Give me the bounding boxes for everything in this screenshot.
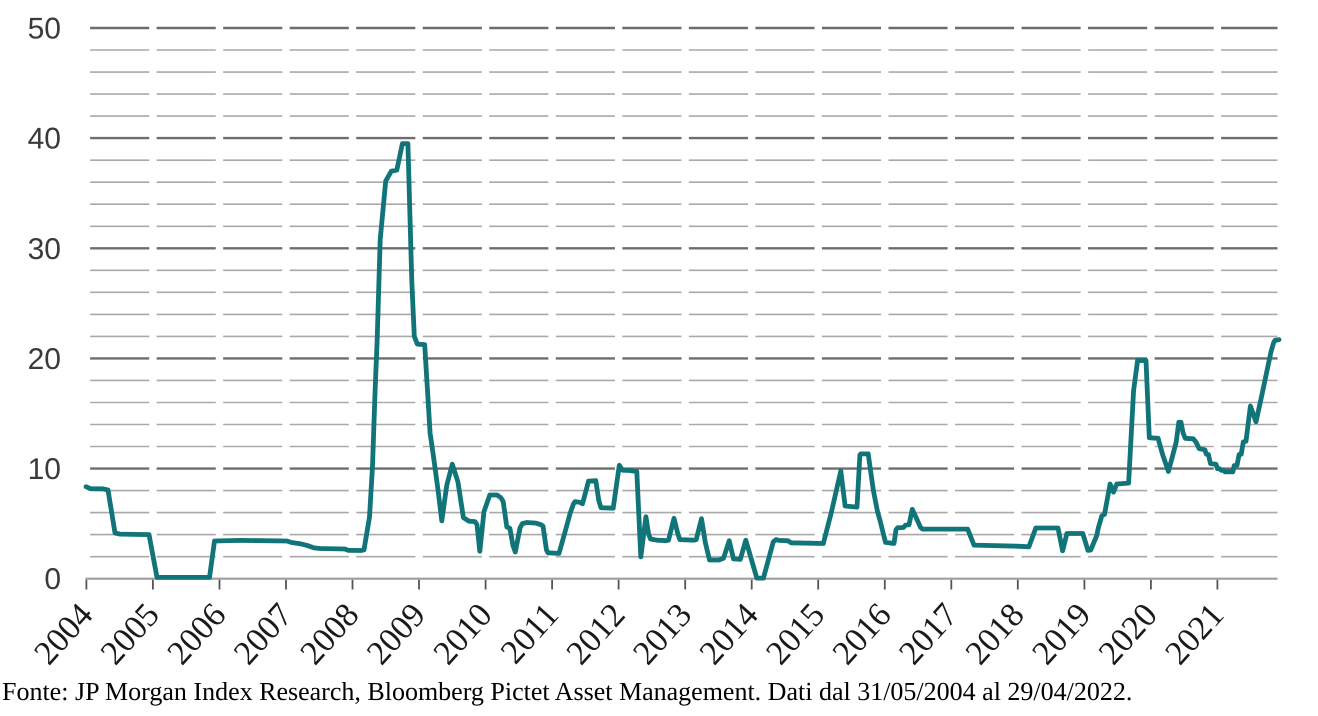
svg-text:0: 0 bbox=[44, 563, 61, 596]
svg-text:10: 10 bbox=[28, 453, 61, 486]
svg-text:40: 40 bbox=[28, 123, 61, 156]
svg-text:30: 30 bbox=[28, 233, 61, 266]
svg-text:Fonte: JP Morgan Index Researc: Fonte: JP Morgan Index Research, Bloombe… bbox=[2, 677, 1132, 706]
svg-text:20: 20 bbox=[28, 343, 61, 376]
svg-text:50: 50 bbox=[28, 13, 61, 46]
